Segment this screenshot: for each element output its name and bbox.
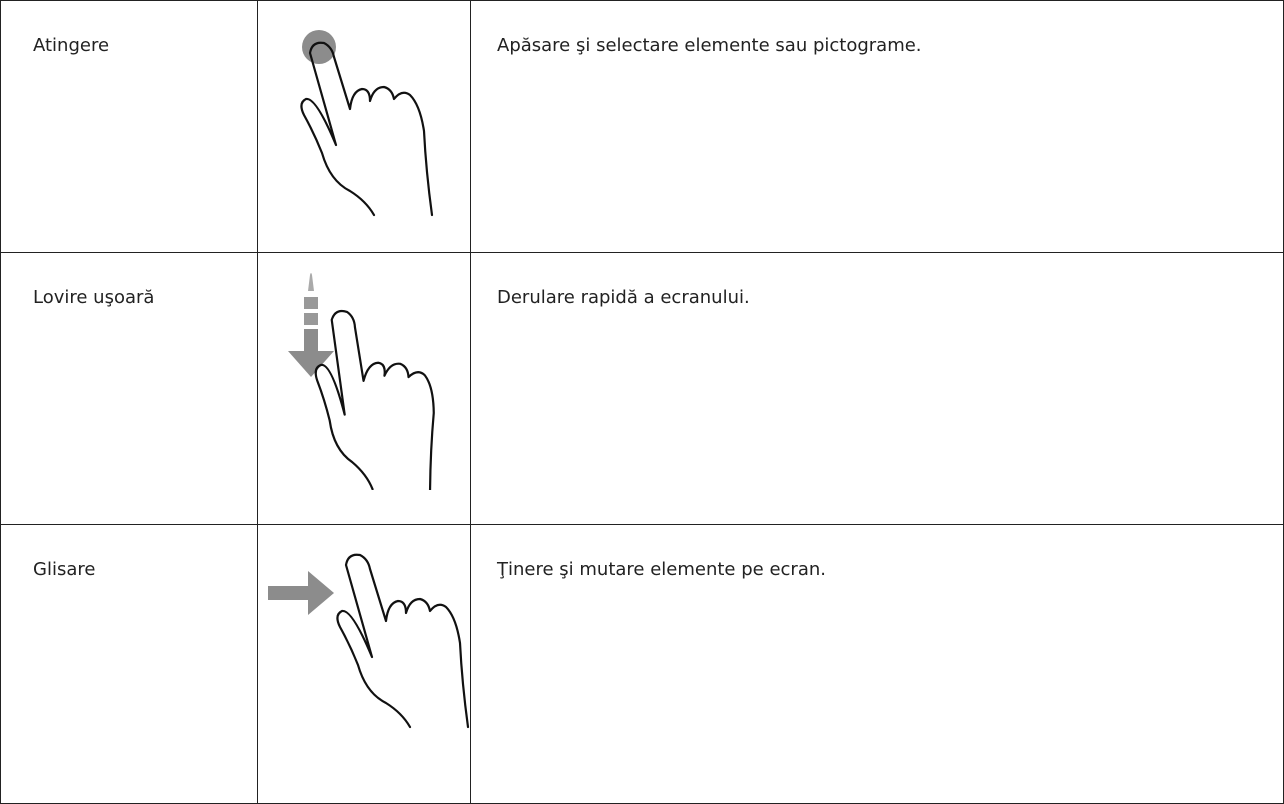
row: Lovire uşoară Derulare rapidă a ecranulu… bbox=[0, 252, 1284, 525]
gesture-name: Lovire uşoară bbox=[0, 252, 258, 525]
gesture-description: Apăsare şi selectare elemente sau pictog… bbox=[470, 0, 1284, 253]
icon-cell bbox=[257, 0, 471, 253]
icon-cell bbox=[257, 524, 471, 804]
tap-icon bbox=[300, 30, 434, 217]
gesture-name: Atingere bbox=[0, 0, 258, 253]
gesture-name: Glisare bbox=[0, 524, 258, 804]
icon-cell bbox=[257, 252, 471, 525]
row: Glisare Ţinere şi mutare elemente pe ecr… bbox=[0, 524, 1284, 804]
drag-icon bbox=[268, 553, 470, 729]
row: Atingere Apăsare şi selectare elemente s… bbox=[0, 0, 1284, 253]
gesture-description: Ţinere şi mutare elemente pe ecran. bbox=[470, 524, 1284, 804]
flick-icon bbox=[288, 273, 456, 490]
gesture-description: Derulare rapidă a ecranului. bbox=[470, 252, 1284, 525]
